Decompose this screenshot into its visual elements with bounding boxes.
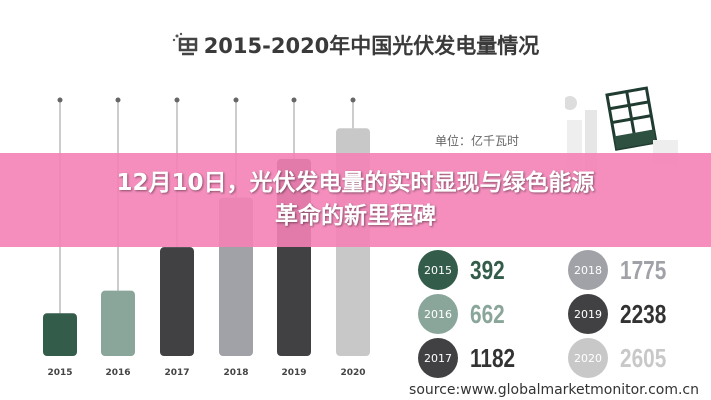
data-value: 2605 — [620, 342, 667, 373]
x-tick-label: 2020 — [340, 368, 365, 378]
value-item-2015: 2015 392 — [418, 250, 513, 290]
year-circle: 2016 — [418, 294, 458, 334]
value-item-2020: 2020 2605 — [568, 338, 678, 378]
x-tick-label: 2019 — [281, 368, 306, 378]
bar-2017 — [160, 247, 194, 356]
data-value: 2238 — [620, 298, 667, 329]
leader-dot — [174, 97, 180, 103]
chart-title: 2015-2020年中国光伏发电量情况 — [0, 30, 711, 60]
headline-line-1: 12月10日，光伏发电量的实时显现与绿色能源 — [116, 170, 595, 196]
x-tick-label: 2018 — [223, 368, 248, 378]
value-item-2019: 2019 2238 — [568, 294, 678, 334]
data-value: 1775 — [620, 254, 667, 285]
leader-dot — [350, 97, 356, 103]
headline-line-2: 革命的新里程碑 — [275, 203, 436, 229]
unit-label: 单位：亿千瓦时 — [435, 134, 520, 148]
leader-dot — [291, 97, 297, 103]
value-item-2017: 2017 1182 — [418, 338, 526, 378]
data-value: 1182 — [470, 342, 516, 373]
bar-2016 — [101, 290, 135, 356]
leader-dot — [115, 97, 121, 103]
data-value: 392 — [470, 254, 505, 285]
chart-title-text: 2015-2020年中国光伏发电量情况 — [203, 34, 540, 58]
x-tick-label: 2015 — [47, 368, 72, 378]
bar-2015 — [43, 313, 77, 356]
solar-panel-icon — [172, 32, 197, 56]
x-tick-label: 2016 — [105, 368, 130, 378]
year-circle: 2018 — [568, 250, 608, 290]
source-text: source:www.globalmarketmonitor.com.cn — [409, 382, 699, 398]
headline-banner: 12月10日，光伏发电量的实时显现与绿色能源 革命的新里程碑 — [0, 153, 711, 247]
data-value: 662 — [470, 298, 505, 329]
leader-dot — [233, 97, 239, 103]
year-circle: 2017 — [418, 338, 458, 378]
leader-dot — [57, 97, 63, 103]
year-circle: 2015 — [418, 250, 458, 290]
year-circle: 2020 — [568, 338, 608, 378]
x-tick-label: 2017 — [164, 368, 189, 378]
value-item-2018: 2018 1775 — [568, 250, 678, 290]
year-circle: 2019 — [568, 294, 608, 334]
value-item-2016: 2016 662 — [418, 294, 513, 334]
